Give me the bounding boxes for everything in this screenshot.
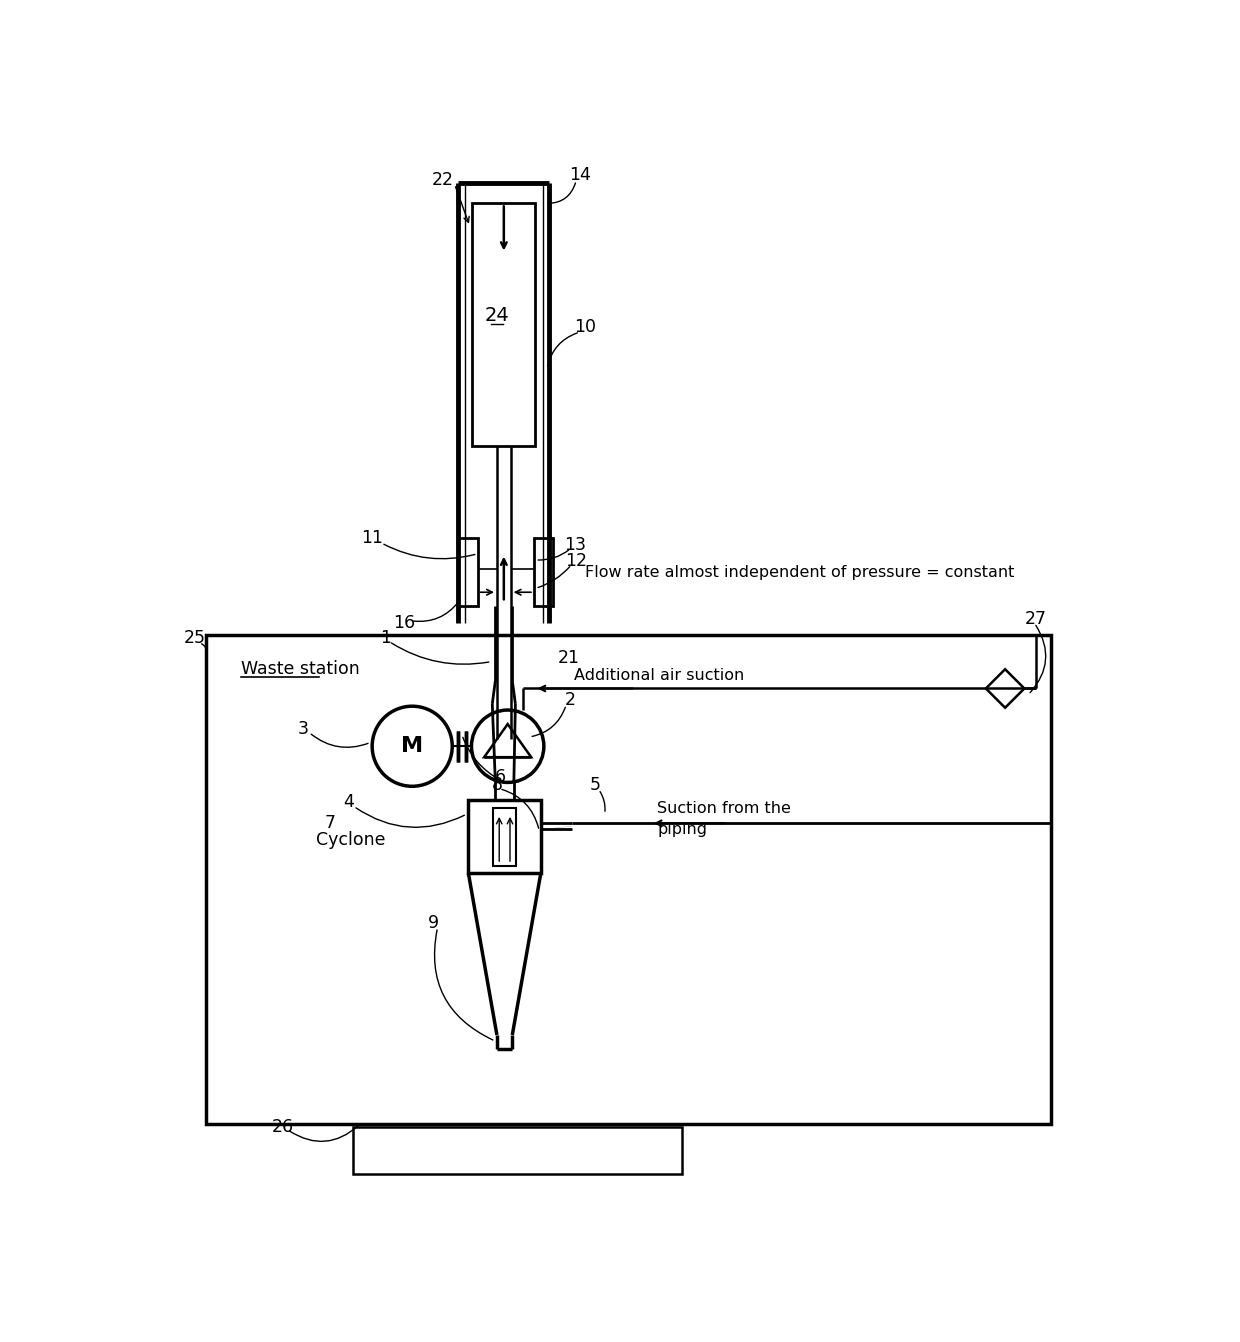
Polygon shape	[986, 670, 1024, 707]
Bar	[459, 538, 477, 607]
Text: 24: 24	[485, 306, 510, 325]
Text: 3: 3	[298, 721, 309, 738]
Text: 10: 10	[574, 318, 596, 336]
Text: 11: 11	[361, 529, 383, 548]
Text: 8: 8	[491, 776, 502, 793]
Text: 4: 4	[343, 793, 355, 812]
Bar	[206, 635, 1052, 1123]
Circle shape	[471, 710, 544, 782]
Text: 2: 2	[564, 691, 575, 709]
Text: 7: 7	[325, 815, 335, 832]
Text: Suction from the
piping: Suction from the piping	[657, 801, 791, 837]
Bar	[469, 800, 541, 874]
Text: 1: 1	[379, 629, 391, 647]
Text: 13: 13	[564, 537, 587, 554]
Text: 14: 14	[569, 166, 591, 184]
Text: 25: 25	[184, 629, 206, 647]
Text: 12: 12	[565, 553, 588, 570]
Text: Waste station: Waste station	[242, 660, 360, 678]
Text: 6: 6	[495, 768, 506, 786]
Circle shape	[372, 706, 453, 786]
Text: Cyclone: Cyclone	[316, 831, 386, 849]
Bar	[353, 1127, 682, 1174]
Text: 5: 5	[590, 776, 601, 793]
Text: 21: 21	[558, 648, 579, 667]
Text: 22: 22	[432, 172, 454, 189]
Bar	[534, 538, 553, 607]
Bar	[472, 204, 536, 446]
Text: 16: 16	[393, 615, 415, 632]
Text: 9: 9	[428, 914, 439, 933]
Bar	[494, 808, 516, 866]
Text: Flow rate almost independent of pressure = constant: Flow rate almost independent of pressure…	[585, 565, 1014, 581]
Text: Additional air suction: Additional air suction	[574, 668, 744, 683]
Polygon shape	[484, 725, 531, 757]
Text: 27: 27	[1025, 611, 1047, 628]
Text: 26: 26	[272, 1118, 294, 1137]
Text: M: M	[401, 737, 423, 757]
